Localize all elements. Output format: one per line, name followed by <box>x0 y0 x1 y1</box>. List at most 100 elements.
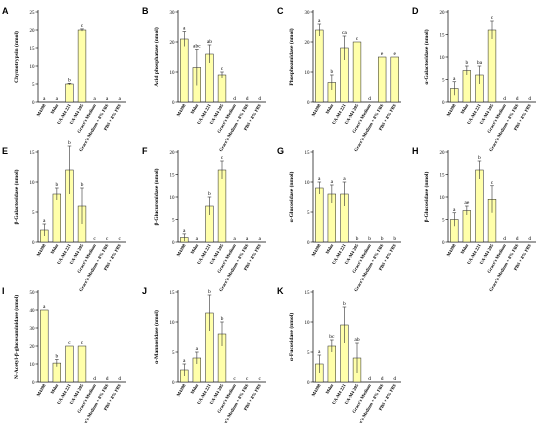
y-tick-label: 20 <box>440 151 446 156</box>
bar <box>77 29 87 103</box>
panel-h: Hβ-Glucosidase (nmol) 0 5 10 15 20 a M4398 ae Mdm… <box>412 146 536 292</box>
bar <box>52 193 62 243</box>
bar <box>217 169 227 243</box>
significance-letter: d <box>93 376 96 382</box>
y-tick-label: 15 <box>305 291 311 296</box>
significance-letter: ca <box>342 30 347 36</box>
bar <box>65 345 74 383</box>
y-tick-label: 10 <box>305 321 311 326</box>
y-tick-label: 5 <box>172 351 175 356</box>
significance-letter: d <box>233 96 236 102</box>
significance-letter: ab <box>354 337 359 343</box>
bar <box>180 38 189 103</box>
y-tick-label: 20 <box>170 41 176 46</box>
panel-label: A <box>2 6 9 16</box>
significance-letter: d <box>368 376 371 382</box>
significance-letter: a <box>453 76 456 82</box>
y-tick-label: 10 <box>305 71 311 76</box>
y-tick-label: 20 <box>305 41 311 46</box>
x-tick-label: M4398 <box>311 242 322 257</box>
significance-letter: ab <box>207 39 212 45</box>
y-tick-label: 0 <box>32 101 35 106</box>
x-tick-label: Mdm <box>50 103 60 115</box>
significance-letter: a <box>196 346 199 352</box>
y-axis-label: α-Mannosidase (nmol) <box>153 310 160 364</box>
x-tick-label: Mdm <box>325 103 335 115</box>
panel-g: Gα-Glucosidase (nmol)051015aM4398aMdmaUA… <box>277 146 401 292</box>
panel-label: C <box>277 6 284 16</box>
significance-letter: c <box>106 236 109 242</box>
y-tick-label: 10 <box>30 363 36 368</box>
y-tick-label: 20 <box>30 29 36 34</box>
panel-i: I N-Acetyl-β-glucosaminidase (nmol) 0 10 20 3… <box>2 286 126 423</box>
y-tick-label: 5 <box>442 218 445 223</box>
y-tick-label: 5 <box>442 78 445 83</box>
significance-letter: a <box>56 96 59 102</box>
y-tick-label: 20 <box>440 11 446 16</box>
y-tick-label: 0 <box>32 241 35 246</box>
panel-label: K <box>277 286 284 296</box>
significance-letter: a <box>93 96 96 102</box>
significance-letter: a <box>183 358 186 364</box>
x-tick-label: M4398 <box>36 382 47 397</box>
significance-letter: a <box>43 218 46 224</box>
bar <box>315 187 324 243</box>
y-tick-label: 20 <box>170 151 176 156</box>
y-tick-label: 15 <box>30 151 36 156</box>
y-tick-label: 30 <box>170 11 176 16</box>
significance-letter: b <box>330 69 333 75</box>
y-axis-label: Acid phosphatase (nmol) <box>153 27 160 87</box>
significance-letter: b <box>221 316 224 322</box>
x-tick-label: Mdm <box>50 243 60 255</box>
significance-letter: b <box>356 236 359 242</box>
significance-letter: a <box>318 176 321 182</box>
y-tick-label: 5 <box>32 211 35 216</box>
significance-letter: c <box>491 180 494 186</box>
y-tick-label: 15 <box>440 173 446 178</box>
y-tick-label: 0 <box>172 101 175 106</box>
significance-letter: c <box>356 36 359 42</box>
x-tick-label: Mdm <box>325 243 335 255</box>
significance-letter: c <box>258 376 261 382</box>
bar <box>462 210 472 243</box>
y-tick-label: 10 <box>440 196 446 201</box>
y-axis-label: α-Galactosidase (nmol) <box>423 29 430 84</box>
significance-letter: b <box>68 77 71 83</box>
significance-letter: d <box>118 376 121 382</box>
significance-letter: b <box>465 60 468 66</box>
x-tick-label: M4398 <box>311 382 322 397</box>
bar <box>462 70 472 103</box>
panel-j: Jα-Mannosidase (nmol)051015aM4398aMdmbUA… <box>142 286 266 423</box>
bar <box>40 309 49 383</box>
bar <box>352 41 362 103</box>
panel-k: Kα-Fucosidase (nmol)051015aM4398bcMdmbUA… <box>277 286 401 423</box>
y-tick-label: 5 <box>307 211 310 216</box>
y-tick-label: 0 <box>442 241 445 246</box>
y-tick-label: 0 <box>442 101 445 106</box>
y-tick-label: 5 <box>32 83 35 88</box>
panel-label: E <box>2 146 8 156</box>
significance-letter: c <box>118 236 121 242</box>
significance-letter: a <box>43 96 46 102</box>
x-tick-label: M4398 <box>446 102 457 117</box>
y-tick-label: 5 <box>307 351 310 356</box>
y-tick-label: 10 <box>440 56 446 61</box>
panel-label: J <box>142 286 147 296</box>
panel-label: I <box>2 286 5 296</box>
significance-letter: b <box>208 289 211 295</box>
significance-letter: b <box>208 191 211 197</box>
significance-letter: d <box>258 96 261 102</box>
y-tick-label: 0 <box>172 381 175 386</box>
y-tick-label: 15 <box>30 47 36 52</box>
y-axis-label: β-Glucosidase (nmol) <box>423 172 430 223</box>
x-tick-label: Mdm <box>50 383 60 395</box>
y-tick-label: 15 <box>305 151 311 156</box>
y-tick-label: 0 <box>307 241 310 246</box>
bar <box>487 29 497 103</box>
significance-letter: b <box>478 155 481 161</box>
significance-letter: e <box>381 51 384 57</box>
significance-letter: b <box>343 301 346 307</box>
significance-letter: bc <box>329 334 335 340</box>
significance-letter: a <box>258 236 261 242</box>
